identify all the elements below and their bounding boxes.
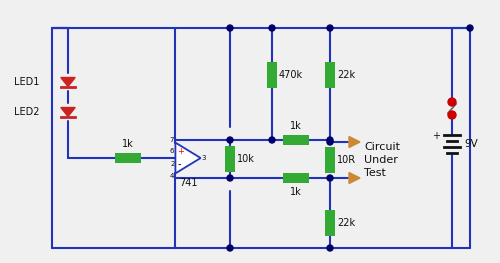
Circle shape bbox=[227, 137, 233, 143]
Circle shape bbox=[227, 245, 233, 251]
Bar bbox=[283, 135, 309, 145]
Bar bbox=[115, 153, 141, 163]
Text: 1k: 1k bbox=[290, 187, 302, 197]
Polygon shape bbox=[176, 143, 201, 173]
Circle shape bbox=[327, 175, 333, 181]
Circle shape bbox=[227, 25, 233, 31]
Text: 7: 7 bbox=[170, 136, 174, 143]
Text: +: + bbox=[432, 131, 440, 141]
Text: 9V: 9V bbox=[464, 139, 478, 149]
Bar bbox=[225, 146, 235, 172]
Text: 2: 2 bbox=[170, 161, 174, 167]
Circle shape bbox=[269, 137, 275, 143]
Text: +: + bbox=[178, 146, 184, 155]
Text: 1k: 1k bbox=[290, 121, 302, 131]
Text: 10k: 10k bbox=[237, 154, 255, 164]
Circle shape bbox=[327, 139, 333, 145]
Polygon shape bbox=[349, 136, 360, 148]
Text: LED1: LED1 bbox=[14, 77, 40, 87]
Circle shape bbox=[448, 111, 456, 119]
Text: 3: 3 bbox=[202, 155, 206, 161]
Circle shape bbox=[327, 25, 333, 31]
Text: 22k: 22k bbox=[337, 218, 355, 228]
Text: 470k: 470k bbox=[279, 70, 303, 80]
Circle shape bbox=[327, 245, 333, 251]
Circle shape bbox=[269, 25, 275, 31]
Text: 22k: 22k bbox=[337, 70, 355, 80]
Bar bbox=[225, 146, 235, 172]
Bar bbox=[325, 62, 335, 88]
Circle shape bbox=[448, 98, 456, 106]
Circle shape bbox=[327, 137, 333, 143]
Text: 1k: 1k bbox=[122, 139, 134, 149]
Text: LED2: LED2 bbox=[14, 107, 40, 117]
Bar bbox=[283, 173, 309, 183]
Text: 741: 741 bbox=[179, 178, 197, 188]
Bar bbox=[325, 147, 335, 173]
Text: 10R: 10R bbox=[337, 155, 356, 165]
Circle shape bbox=[227, 175, 233, 181]
Text: -: - bbox=[178, 159, 181, 169]
Text: 6: 6 bbox=[170, 148, 174, 154]
Polygon shape bbox=[61, 108, 75, 117]
Bar bbox=[325, 210, 335, 236]
Text: Circuit
Under
Test: Circuit Under Test bbox=[364, 142, 400, 178]
Bar bbox=[267, 62, 277, 88]
Polygon shape bbox=[61, 78, 75, 87]
Text: 4: 4 bbox=[170, 173, 174, 179]
Circle shape bbox=[467, 25, 473, 31]
Polygon shape bbox=[349, 173, 360, 184]
